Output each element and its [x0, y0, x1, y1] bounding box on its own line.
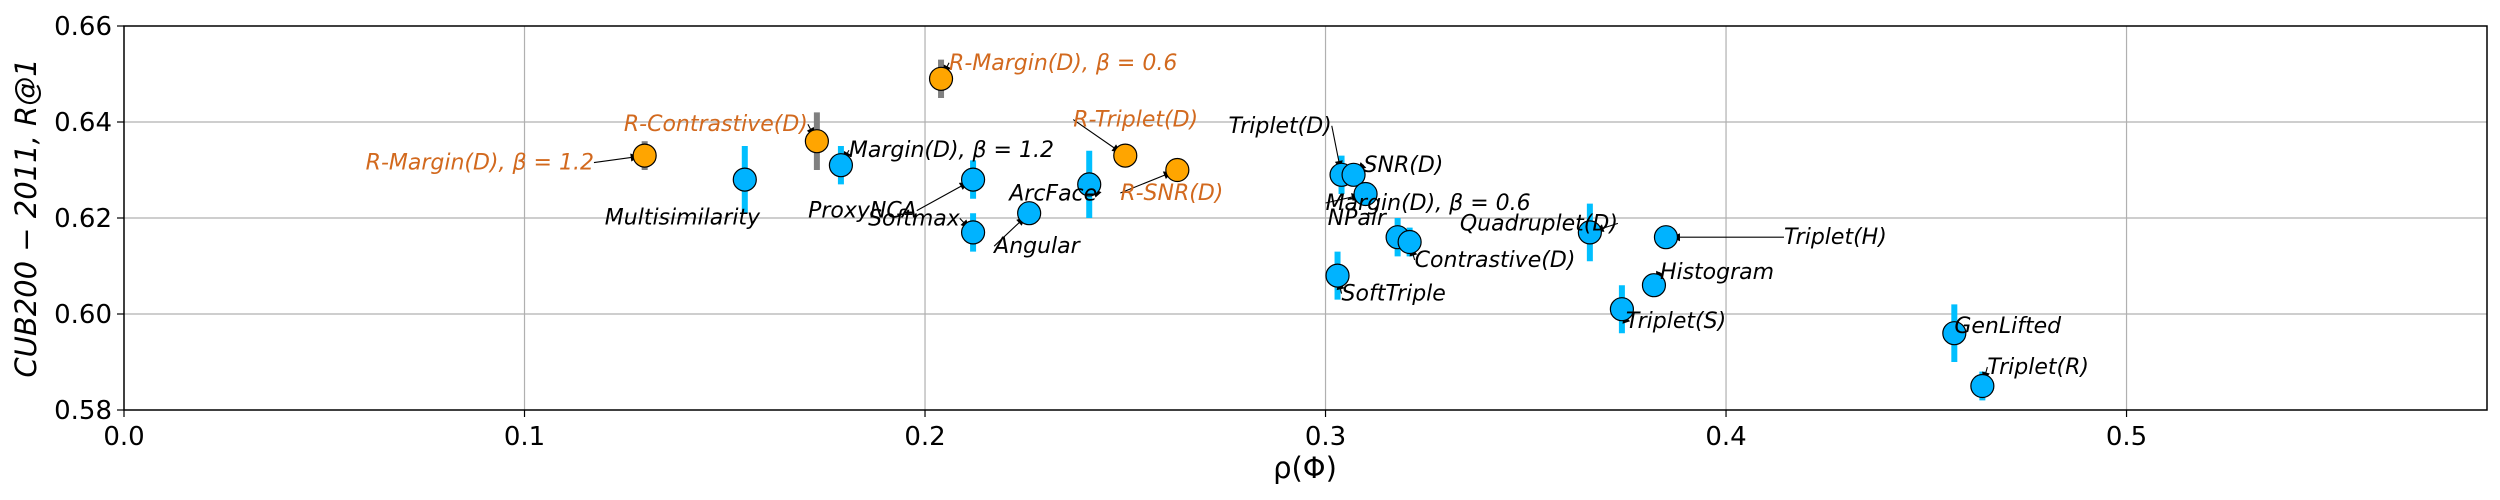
data-point	[1609, 297, 1635, 322]
data-point	[1353, 181, 1378, 207]
point-label: Triplet(R)	[1987, 355, 2089, 380]
label-leader-line	[1120, 171, 1173, 194]
data-point	[1017, 201, 1042, 226]
point-label: SNR(D)	[1364, 153, 1444, 178]
y-tick-label: 0.62	[54, 204, 112, 234]
point-label: Triplet(H)	[1784, 225, 1887, 250]
point-label: Histogram	[1660, 260, 1774, 285]
point-label: Angular	[992, 234, 1081, 259]
point-label: Contrastive(D)	[1415, 248, 1576, 273]
data-point	[1641, 273, 1667, 298]
data-point	[1970, 373, 1995, 399]
point-label: NPair	[1328, 206, 1388, 231]
point-label: Margin(D), β = 0.6	[1326, 191, 1531, 216]
label-leader-line	[1072, 119, 1122, 154]
point-label: R-Triplet(D)	[1073, 108, 1198, 133]
x-tick-label: 0.3	[1305, 422, 1346, 452]
point-label-layer: Multisimilarity Margin(D), β = 1.2 ProxyNC…	[366, 51, 2089, 380]
data-point	[804, 129, 829, 154]
data-point	[632, 143, 657, 168]
point-layer	[632, 66, 1995, 399]
data-point	[928, 66, 954, 91]
point-label: Quadruplet(D)	[1460, 211, 1618, 236]
leader-line-layer	[593, 62, 1990, 382]
axis-layer: 0.0 0.1 0.2 0.3 0.4 0.5 0.58 0.60 0.62 0.64 0.66	[54, 12, 2147, 452]
point-label: Multisimilarity	[605, 206, 761, 231]
grid-layer	[124, 26, 2487, 410]
point-label: GenLifted	[1954, 314, 2062, 339]
point-label: R-Margin(D), β = 1.2	[366, 151, 594, 176]
point-label: Margin(D), β = 1.2	[849, 138, 1054, 163]
data-point	[960, 167, 986, 192]
point-label: ArcFace	[1007, 181, 1097, 206]
point-label: ProxyNCA	[808, 199, 917, 224]
data-point	[1397, 229, 1422, 255]
data-point	[1653, 225, 1679, 250]
point-label: R-SNR(D)	[1120, 181, 1223, 206]
y-tick-label: 0.66	[54, 12, 112, 42]
data-point	[1077, 172, 1102, 197]
x-tick-label: 0.4	[1705, 422, 1746, 452]
data-point	[732, 167, 757, 192]
y-tick-label: 0.60	[54, 300, 112, 330]
data-point	[960, 220, 986, 245]
point-label: R-Margin(D), β = 0.6	[949, 51, 1177, 76]
x-tick-label: 0.0	[103, 422, 144, 452]
x-tick-label: 0.5	[2106, 422, 2147, 452]
data-point	[828, 153, 854, 178]
point-label: SoftTriple	[1342, 282, 1446, 307]
data-point	[1113, 143, 1138, 168]
point-label: Softmax	[868, 206, 961, 231]
x-axis-label: ρ(Φ)	[1273, 451, 1337, 485]
data-point	[1165, 157, 1190, 183]
y-axis-label: CUB200 − 2011, R@1	[9, 58, 43, 377]
label-leader-line	[916, 181, 969, 212]
point-label: Triplet(S)	[1626, 309, 1726, 334]
data-point	[1325, 263, 1350, 288]
point-label: R-Contrastive(D)	[624, 112, 808, 137]
data-point	[1577, 220, 1602, 245]
y-tick-label: 0.64	[54, 108, 112, 138]
data-point	[1341, 162, 1366, 187]
x-tick-label: 0.2	[904, 422, 945, 452]
data-point	[1942, 321, 1967, 346]
y-tick-label: 0.58	[54, 396, 112, 426]
point-label: Triplet(D)	[1229, 114, 1332, 139]
x-tick-label: 0.1	[504, 422, 545, 452]
errorbar-layer	[641, 59, 1986, 401]
